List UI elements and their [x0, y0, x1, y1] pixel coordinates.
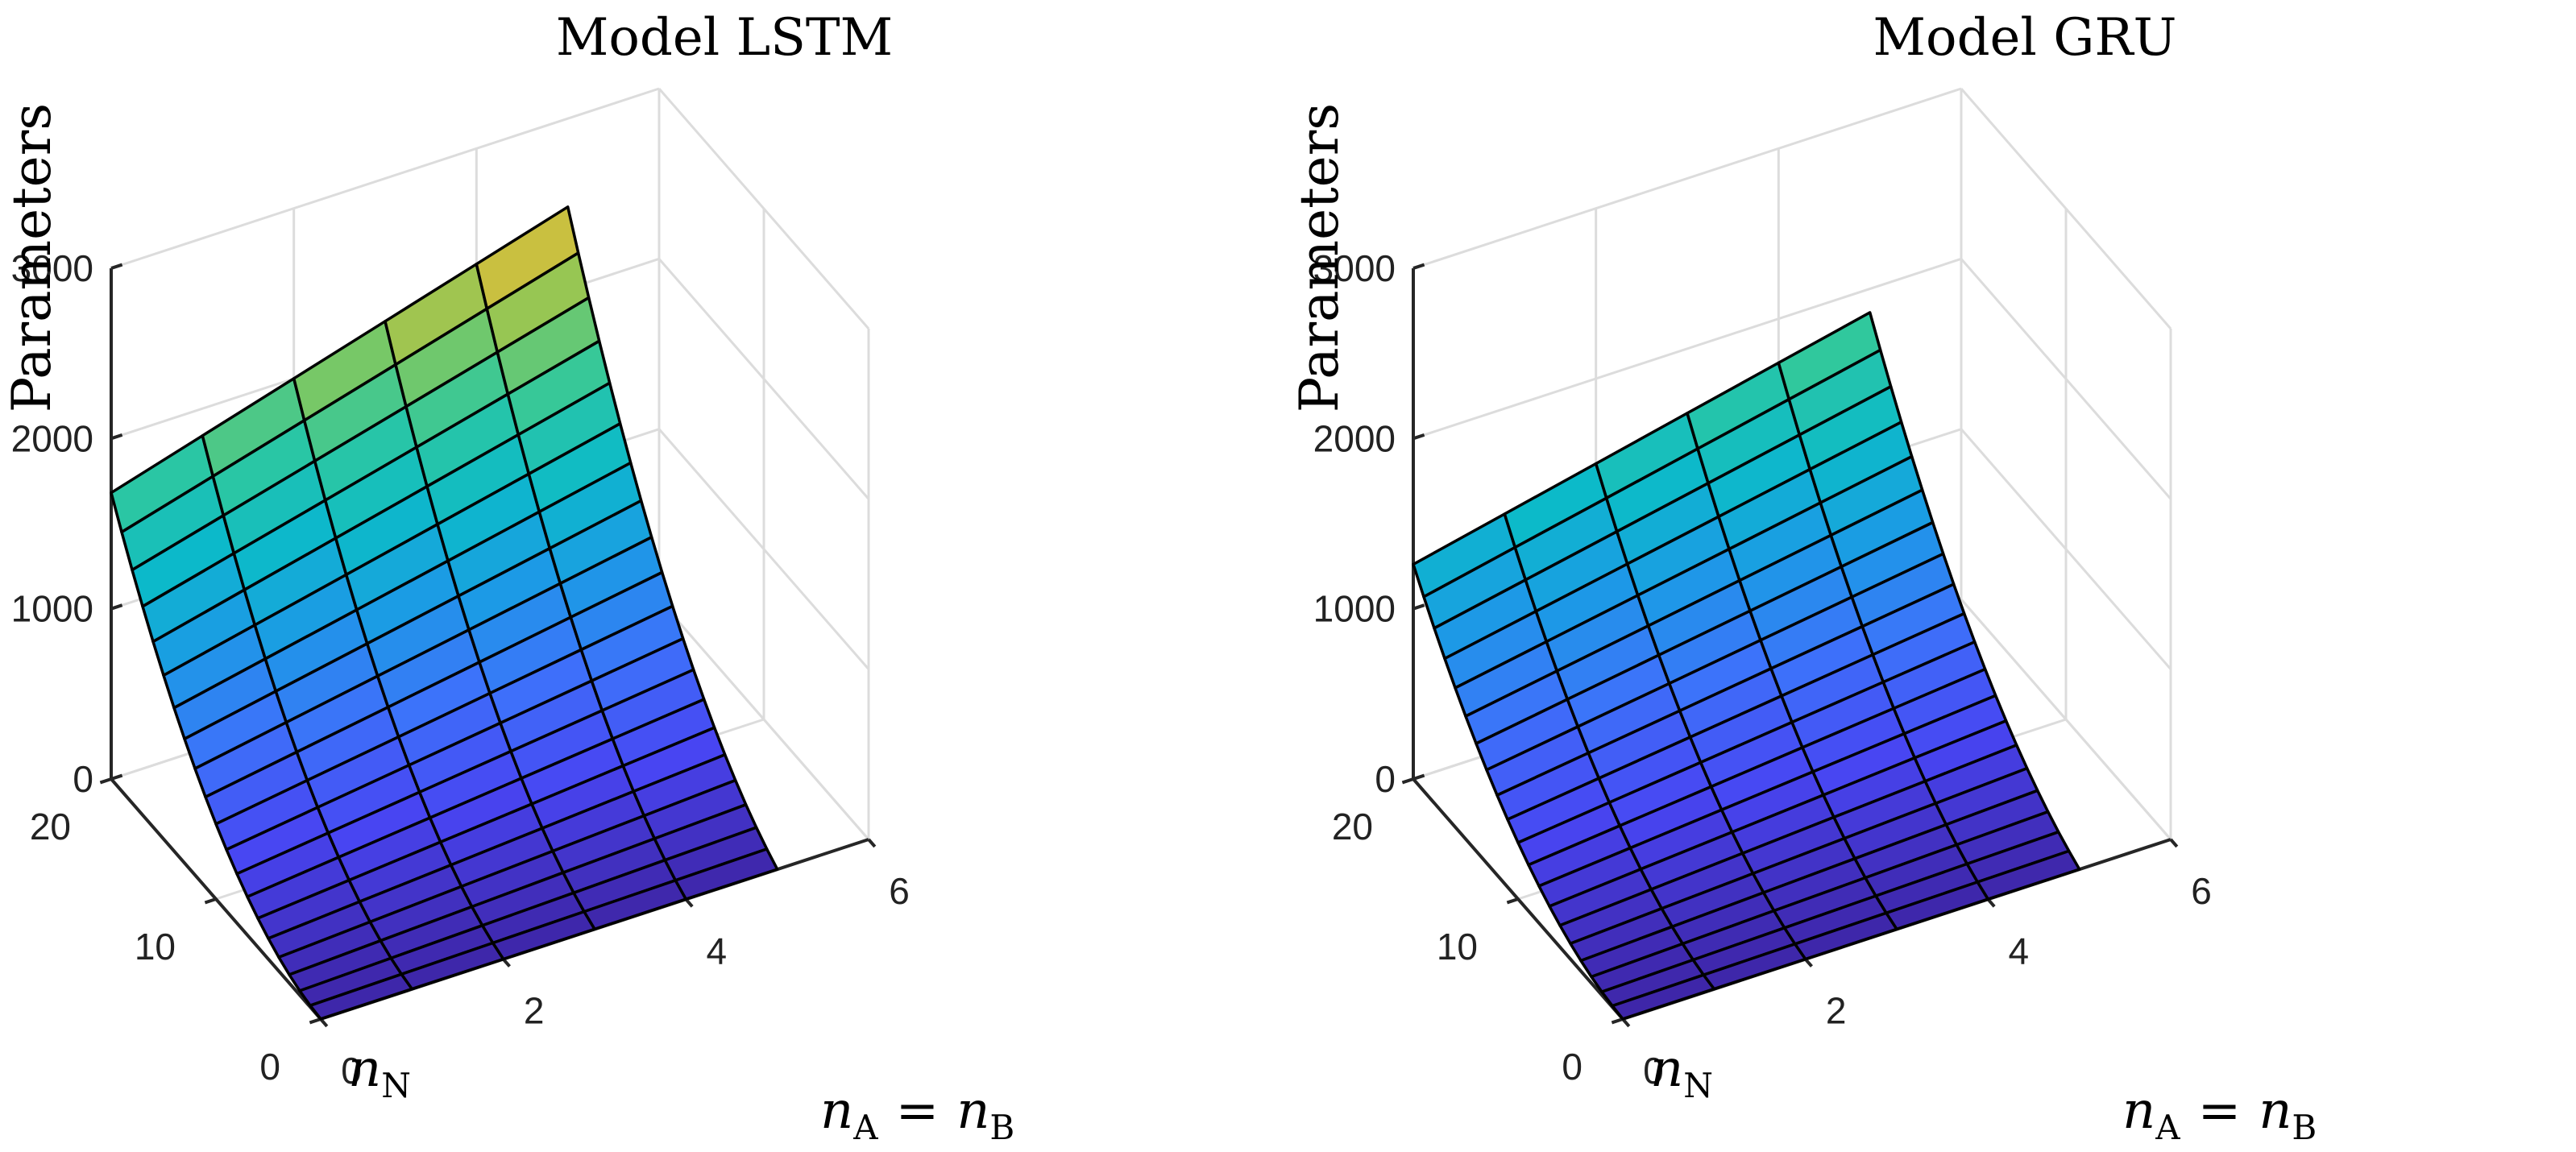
x-axis-label-eq: = — [896, 1081, 940, 1141]
grid-line — [657, 428, 870, 670]
grid-line — [1412, 87, 1962, 270]
y-tick — [1611, 1017, 1624, 1025]
z-tick — [110, 603, 123, 611]
x-axis-label: nA = nB — [2122, 1081, 2317, 1147]
z-tick — [1412, 433, 1425, 441]
grid-line — [1960, 599, 2172, 840]
x-axis-label-sub: A — [2155, 1108, 2180, 1147]
y-tick — [309, 1017, 321, 1025]
z-tick — [110, 433, 123, 441]
chart-title: Model GRU — [1873, 8, 2177, 68]
z-tick — [1412, 773, 1425, 781]
surface-cell — [1976, 849, 2081, 901]
y-tick — [1401, 777, 1414, 785]
x-tick — [1986, 898, 1996, 908]
y-tick-label: 0 — [1562, 1046, 1583, 1088]
x-tick-label: 6 — [889, 870, 910, 912]
x-tick — [502, 958, 511, 968]
chart-title: Model LSTM — [556, 8, 893, 68]
x-axis-label-var: n — [2122, 1081, 2155, 1141]
grid-line — [110, 87, 660, 270]
y-axis-label-sub: N — [1683, 1066, 1713, 1105]
z-tick-label: 0 — [73, 758, 93, 800]
x-axis-label-eq: = — [2198, 1081, 2242, 1141]
x-axis-label-sub2: B — [989, 1108, 1014, 1147]
x-tick — [319, 1017, 329, 1028]
z-tick-label: 1000 — [11, 588, 93, 630]
z-tick-label: 2000 — [1313, 417, 1396, 459]
grid-line — [657, 258, 870, 500]
y-axis-label-sub: N — [381, 1066, 411, 1105]
x-tick-label: 2 — [1826, 990, 1847, 1032]
y-tick — [99, 777, 112, 785]
z-tick-label: 3000 — [11, 247, 93, 289]
z-tick-label: 2000 — [11, 417, 93, 459]
x-tick-label: 0 — [341, 1050, 362, 1092]
z-axis-label: Parameters — [1, 103, 63, 412]
x-tick — [2169, 838, 2179, 848]
z-tick — [1412, 603, 1425, 611]
x-tick — [867, 838, 877, 848]
grid-line — [1412, 257, 1962, 440]
surface-cell — [674, 847, 779, 901]
z-tick — [110, 263, 123, 270]
lstm-chart-panel: 0 2 4 6 0 10 20 0 1000 2000 3000 Model LSTM Parame… — [1, 8, 1014, 1147]
y-tick — [1506, 897, 1519, 905]
y-tick-label: 10 — [135, 926, 176, 968]
x-axis-label-sub: A — [852, 1108, 878, 1147]
y-tick-label: 20 — [30, 806, 71, 847]
y-tick-label: 0 — [259, 1046, 280, 1088]
grid-line — [1960, 428, 2172, 670]
y-axis-label: nN — [348, 1039, 411, 1105]
grid-line — [657, 88, 870, 329]
grid-line — [1960, 88, 2172, 329]
y-tick — [204, 897, 217, 905]
x-axis-label: nA = nB — [820, 1081, 1014, 1147]
x-axis-label-sub2: B — [2292, 1108, 2317, 1147]
y-tick-label: 10 — [1437, 926, 1478, 968]
surface-mesh — [110, 205, 779, 1021]
y-axis-label-var: n — [1650, 1039, 1683, 1099]
x-axis-label-var: n — [820, 1081, 853, 1141]
x-tick-label: 0 — [1643, 1050, 1664, 1092]
grid-line — [1960, 258, 2172, 500]
x-tick — [1621, 1017, 1631, 1028]
x-tick-label: 6 — [2191, 870, 2212, 912]
y-axis-label-var: n — [348, 1039, 381, 1099]
z-tick-label: 3000 — [1313, 247, 1396, 289]
x-axis-label-var2: n — [2259, 1081, 2292, 1141]
y-axis-label: nN — [1650, 1039, 1713, 1105]
grid-line — [657, 599, 870, 840]
x-tick-label: 4 — [707, 930, 728, 972]
gru-chart-panel: 0 2 4 6 0 10 20 0 1000 2000 3000 Model GRU Paramet… — [1288, 0, 2575, 1152]
z-tick — [1412, 263, 1425, 270]
x-axis-label-var2: n — [956, 1081, 989, 1141]
x-tick — [1804, 958, 1813, 968]
z-axis-label: Parameters — [1288, 103, 1350, 412]
z-tick — [110, 773, 123, 781]
surface-mesh — [1412, 311, 2081, 1021]
y-tick-label: 20 — [1332, 806, 1373, 847]
x-tick — [684, 898, 694, 908]
x-tick-label: 4 — [2009, 930, 2030, 972]
z-tick-label: 0 — [1375, 758, 1396, 800]
z-tick-label: 1000 — [1313, 588, 1396, 630]
x-tick-label: 2 — [524, 990, 545, 1032]
